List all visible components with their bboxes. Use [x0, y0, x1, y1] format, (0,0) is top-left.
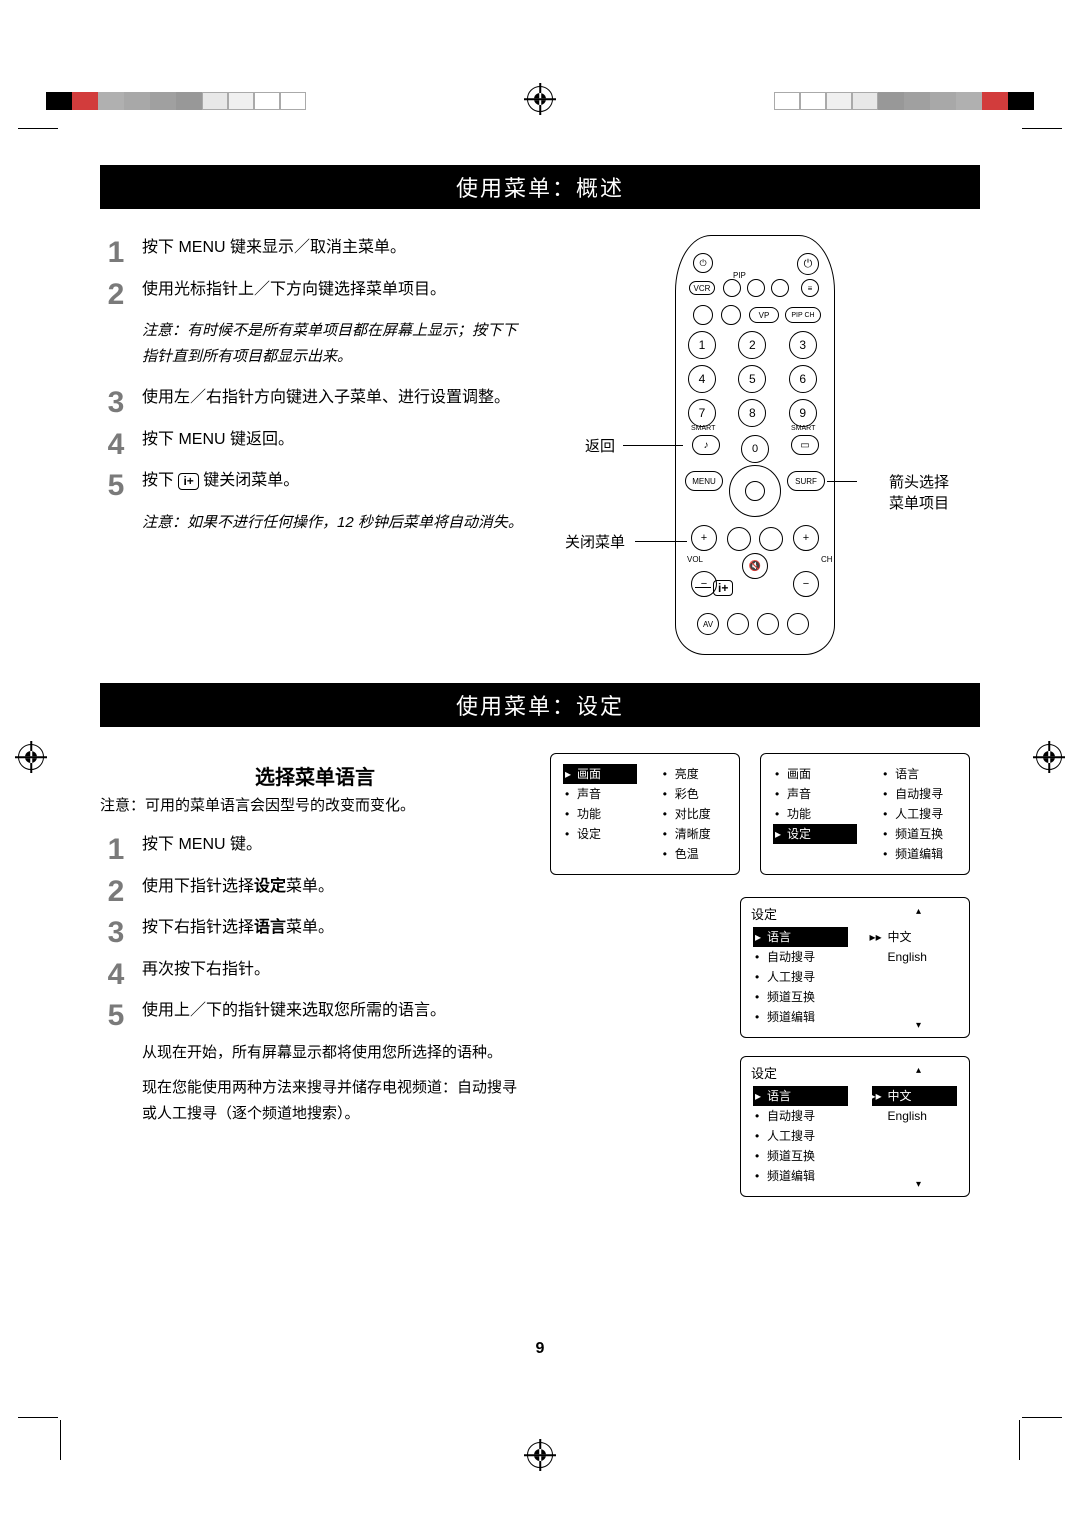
section2-title: 使用菜单：设定	[100, 683, 980, 727]
remote-numpad: 1 2 3 4 5 6 7 8 9	[688, 331, 823, 427]
step-2: 使用光标指针上／下方向键选择菜单项目。	[100, 277, 530, 303]
remote-btn-vp: VP	[749, 307, 779, 323]
section1-note2: 注意：如果不进行任何操作，12 秒钟后菜单将自动消失。	[142, 510, 530, 536]
remote-btn-av: AV	[697, 613, 719, 635]
remote-btn-list: ≡	[801, 279, 819, 297]
step-5: 按下 i+ 键关闭菜单。	[100, 468, 530, 494]
remote-diagram: ⏻ ⏻ VCR PIP ≡ VP PIP CH 1 2 3 4 5	[615, 235, 895, 655]
section2-preface: 注意：可用的菜单语言会因型号的改变而变化。	[100, 794, 530, 818]
remote-btn-a	[693, 305, 713, 325]
remote-ch-up: +	[793, 525, 819, 551]
page-number: 9	[0, 1340, 1080, 1358]
section1-steps-cont: 使用左／右指针方向键进入子菜单、进行设置调整。 按下 MENU 键返回。 按下 …	[100, 385, 530, 494]
section2-after2: 现在您能使用两种方法来搜寻并储存电视频道：自动搜寻或人工搜寻（逐个频道地搜索）。	[142, 1075, 530, 1126]
remote-btn-b2	[757, 613, 779, 635]
osd-picture-menu: 画面声音功能设定 亮度彩色对比度清晰度色温	[550, 753, 740, 875]
alignment-mark-bottom	[527, 1442, 553, 1468]
alignment-mark-top	[527, 86, 553, 112]
s2-step-3: 按下右指针选择语言菜单。	[100, 915, 530, 941]
section1-steps: 按下 MENU 键来显示／取消主菜单。 使用光标指针上／下方向键选择菜单项目。	[100, 235, 530, 302]
step-4: 按下 MENU 键返回。	[100, 427, 530, 453]
section2-steps: 按下 MENU 键。 使用下指针选择设定菜单。 按下右指针选择语言菜单。 再次按…	[100, 832, 530, 1024]
remote-btn-smart2: ▭	[791, 435, 819, 455]
remote-btn-menu: MENU	[685, 471, 723, 491]
section2-after1: 从现在开始，所有屏幕显示都将使用您所选择的语种。	[142, 1040, 530, 1066]
remote-btn-surf: SURF	[787, 471, 825, 491]
remote-btn-0: 0	[741, 435, 769, 463]
remote-ch-down: −	[793, 571, 819, 597]
remote-btn-power-left: ⏻	[693, 253, 713, 273]
annot-back: 返回	[585, 435, 615, 456]
remote-btn-mid2	[759, 527, 783, 551]
section2-subtitle: 选择菜单语言	[100, 761, 530, 790]
s2-step-1: 按下 MENU 键。	[100, 832, 530, 858]
remote-btn-b	[721, 305, 741, 325]
step-1: 按下 MENU 键来显示／取消主菜单。	[100, 235, 530, 261]
remote-pip-1	[723, 279, 741, 297]
step-3: 使用左／右指针方向键进入子菜单、进行设置调整。	[100, 385, 530, 411]
remote-btn-smart1: ♪	[692, 435, 720, 455]
remote-btn-vcr: VCR	[689, 281, 715, 295]
remote-info-key: i+	[713, 579, 733, 597]
info-key-icon: i+	[178, 473, 198, 489]
s2-step-4: 再次按下右指针。	[100, 957, 530, 983]
remote-btn-b3	[787, 613, 809, 635]
s2-step-5: 使用上／下的指针键来选取您所需的语言。	[100, 998, 530, 1024]
remote-pip-3	[771, 279, 789, 297]
remote-nav-center	[745, 481, 765, 501]
remote-btn-mid1	[727, 527, 751, 551]
remote-vol-up: +	[691, 525, 717, 551]
alignment-mark-left	[18, 744, 44, 770]
annot-close: 关闭菜单	[565, 531, 625, 552]
osd-language-1: 设定 语言自动搜寻人工搜寻频道互换频道编辑 ▴ ▸▸中文English ▾	[740, 897, 970, 1038]
remote-btn-pipch: PIP CH	[785, 307, 821, 323]
alignment-mark-right	[1036, 744, 1062, 770]
s2-step-2: 使用下指针选择设定菜单。	[100, 874, 530, 900]
remote-pip-label: PIP	[733, 271, 746, 280]
remote-btn-mute: 🔇	[742, 553, 768, 579]
registration-bar-top-right	[774, 92, 1034, 110]
osd-language-2: 设定 语言自动搜寻人工搜寻频道互换频道编辑 ▴ ▸▸中文English ▾	[740, 1056, 970, 1197]
annot-arrows: 箭头选择菜单项目	[889, 471, 959, 513]
section1-note1: 注意：有时候不是所有菜单项目都在屏幕上显示；按下下指针直到所有项目都显示出来。	[142, 318, 530, 369]
remote-pip-2	[747, 279, 765, 297]
section1-title: 使用菜单：概述	[100, 165, 980, 209]
registration-bar-top-left	[46, 92, 306, 110]
remote-btn-power: ⏻	[797, 253, 819, 275]
osd-setup-menu: 画面声音功能设定 语言自动搜寻人工搜寻频道互换频道编辑	[760, 753, 970, 875]
remote-btn-b1	[727, 613, 749, 635]
